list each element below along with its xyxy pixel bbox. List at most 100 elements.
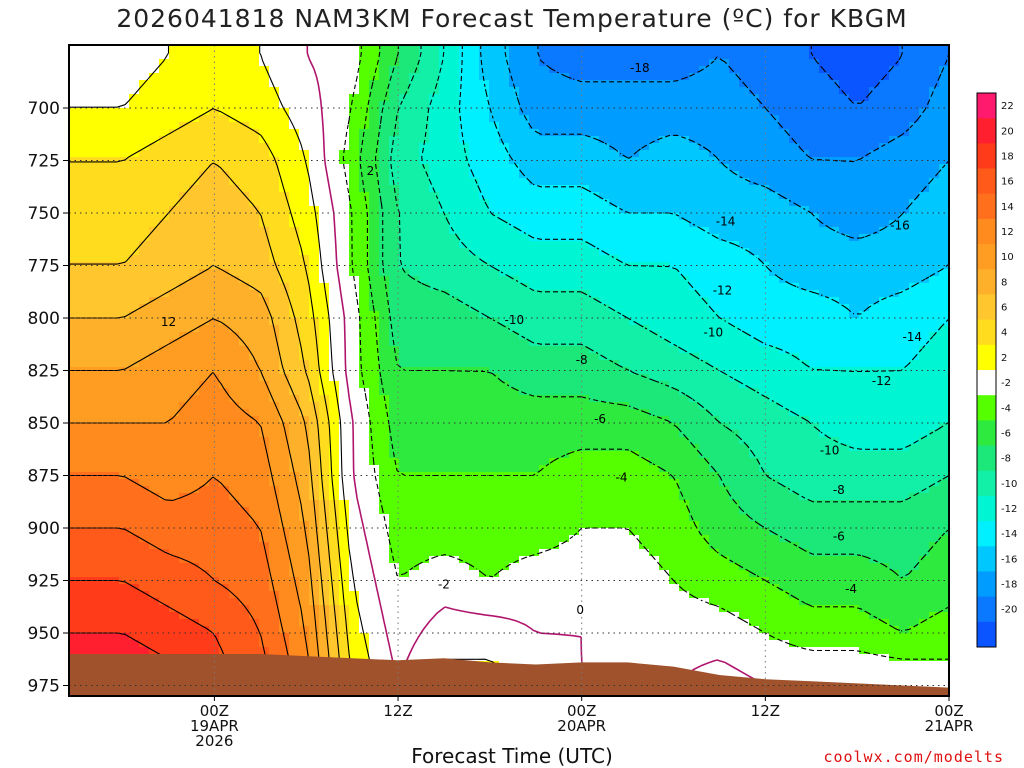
- heatmap-cell: [379, 584, 390, 592]
- heatmap-cell: [439, 332, 450, 340]
- heatmap-cell: [229, 248, 240, 256]
- heatmap-cell: [159, 101, 170, 109]
- heatmap-cell: [79, 143, 90, 151]
- heatmap-cell: [169, 185, 180, 193]
- heatmap-cell: [339, 80, 350, 88]
- heatmap-cell: [129, 304, 140, 312]
- heatmap-cell: [409, 535, 420, 543]
- heatmap-cell: [289, 59, 300, 67]
- heatmap-cell: [519, 136, 530, 144]
- heatmap-cell: [359, 486, 370, 494]
- heatmap-cell: [599, 339, 610, 347]
- heatmap-cell: [269, 598, 280, 606]
- heatmap-cell: [439, 311, 450, 319]
- heatmap-cell: [259, 262, 270, 270]
- heatmap-cell: [579, 549, 590, 557]
- heatmap-cell: [219, 507, 230, 515]
- heatmap-cell: [159, 122, 170, 130]
- heatmap-cell: [129, 325, 140, 333]
- heatmap-cell: [459, 199, 470, 207]
- heatmap-cell: [209, 87, 220, 95]
- heatmap-cell: [419, 52, 430, 60]
- heatmap-cell: [529, 374, 540, 382]
- heatmap-cell: [369, 584, 380, 592]
- heatmap-cell: [149, 276, 160, 284]
- heatmap-cell: [359, 395, 370, 403]
- heatmap-cell: [89, 416, 100, 424]
- heatmap-cell: [399, 360, 410, 368]
- heatmap-cell: [549, 584, 560, 592]
- heatmap-cell: [249, 227, 260, 235]
- heatmap-cell: [539, 381, 550, 389]
- heatmap-cell: [179, 423, 190, 431]
- heatmap-cell: [69, 626, 80, 634]
- heatmap-cell: [569, 269, 580, 277]
- heatmap-cell: [249, 423, 260, 431]
- heatmap-cell: [189, 479, 200, 487]
- heatmap-cell: [579, 234, 590, 242]
- heatmap-cell: [309, 192, 320, 200]
- heatmap-cell: [289, 500, 300, 508]
- heatmap-cell: [309, 185, 320, 193]
- heatmap-cell: [529, 283, 540, 291]
- heatmap-cell: [519, 549, 530, 557]
- heatmap-cell: [509, 150, 520, 158]
- heatmap-cell: [439, 276, 450, 284]
- heatmap-cell: [539, 437, 550, 445]
- heatmap-cell: [379, 640, 390, 648]
- heatmap-cell: [169, 73, 180, 81]
- heatmap-cell: [359, 297, 370, 305]
- heatmap-cell: [249, 402, 260, 410]
- heatmap-cell: [509, 66, 520, 74]
- heatmap-cell: [239, 451, 250, 459]
- heatmap-cell: [449, 458, 460, 466]
- heatmap-cell: [299, 59, 310, 67]
- heatmap-cell: [319, 325, 330, 333]
- heatmap-cell: [169, 528, 180, 536]
- heatmap-cell: [499, 563, 510, 571]
- heatmap-cell: [569, 129, 580, 137]
- heatmap-cell: [449, 486, 460, 494]
- heatmap-cell: [419, 528, 430, 536]
- heatmap-cell: [389, 500, 400, 508]
- heatmap-cell: [259, 493, 270, 501]
- heatmap-cell: [389, 304, 400, 312]
- heatmap-cell: [409, 591, 420, 599]
- heatmap-cell: [529, 164, 540, 172]
- heatmap-cell: [89, 269, 100, 277]
- heatmap-cell: [199, 444, 210, 452]
- heatmap-cell: [229, 535, 240, 543]
- heatmap-cell: [289, 297, 300, 305]
- heatmap-cell: [569, 80, 580, 88]
- heatmap-cell: [599, 255, 610, 263]
- heatmap-cell: [309, 472, 320, 480]
- heatmap-cell: [559, 507, 570, 515]
- heatmap-cell: [409, 507, 420, 515]
- heatmap-cell: [109, 290, 120, 298]
- heatmap-cell: [149, 528, 160, 536]
- heatmap-cell: [419, 486, 430, 494]
- heatmap-cell: [369, 451, 380, 459]
- heatmap-cell: [279, 192, 290, 200]
- heatmap-cell: [319, 206, 330, 214]
- heatmap-cell: [309, 108, 320, 116]
- heatmap-cell: [539, 199, 550, 207]
- heatmap-cell: [219, 479, 230, 487]
- heatmap-cell: [259, 66, 270, 74]
- heatmap-cell: [599, 465, 610, 473]
- heatmap-cell: [409, 171, 420, 179]
- heatmap-cell: [589, 59, 600, 67]
- heatmap-cell: [189, 213, 200, 221]
- heatmap-cell: [209, 192, 220, 200]
- heatmap-cell: [449, 192, 460, 200]
- heatmap-cell: [229, 192, 240, 200]
- heatmap-cell: [379, 115, 390, 123]
- heatmap-cell: [549, 290, 560, 298]
- heatmap-cell: [449, 542, 460, 550]
- heatmap-cell: [509, 101, 520, 109]
- heatmap-cell: [99, 129, 110, 137]
- heatmap-cell: [69, 437, 80, 445]
- heatmap-cell: [299, 612, 310, 620]
- heatmap-cell: [559, 80, 570, 88]
- heatmap-cell: [159, 360, 170, 368]
